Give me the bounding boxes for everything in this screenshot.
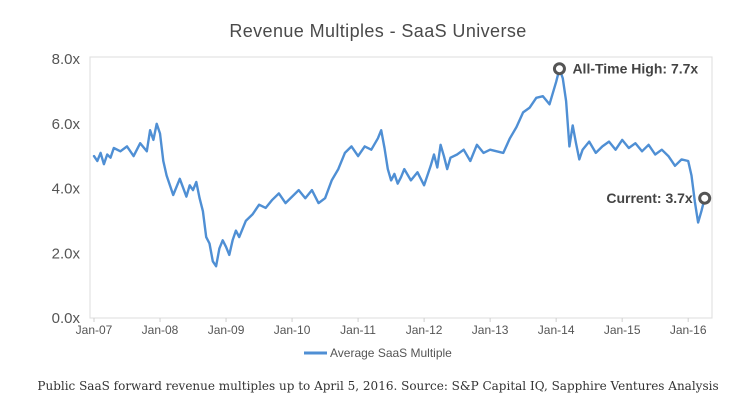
annotations: All-Time High: 7.7x Current: 3.7x bbox=[552, 61, 712, 206]
series-layer bbox=[92, 67, 706, 268]
x-tick-label: Jan-13 bbox=[472, 323, 509, 337]
y-tick-label: 6.0x bbox=[52, 116, 81, 133]
legend: Average SaaS Multiple bbox=[304, 346, 452, 360]
x-tick-label: Jan-10 bbox=[274, 323, 311, 337]
x-tick-label: Jan-16 bbox=[670, 323, 707, 337]
all-time-high-marker bbox=[552, 62, 566, 76]
series-line-average-saas-multiple bbox=[92, 67, 706, 268]
x-axis-ticks: Jan-07 Jan-08 Jan-09 Jan-10 Jan-11 Jan-12 Jan-… bbox=[76, 318, 707, 337]
y-tick-label: 8.0x bbox=[52, 51, 81, 68]
x-tick-label: Jan-15 bbox=[604, 323, 641, 337]
x-tick-label: Jan-14 bbox=[538, 323, 575, 337]
y-tick-label: 4.0x bbox=[52, 181, 81, 198]
all-time-high-label: All-Time High: 7.7x bbox=[572, 61, 698, 77]
y-tick-label: 0.0x bbox=[52, 310, 81, 327]
line-chart: Revenue Multiples - SaaS Universe 0.0x 2.… bbox=[52, 21, 713, 360]
x-tick-label: Jan-12 bbox=[406, 323, 443, 337]
legend-label: Average SaaS Multiple bbox=[330, 346, 452, 360]
chart-title: Revenue Multiples - SaaS Universe bbox=[229, 21, 526, 41]
x-tick-label: Jan-08 bbox=[142, 323, 179, 337]
x-tick-label: Jan-07 bbox=[76, 323, 113, 337]
y-axis-ticks: 0.0x 2.0x 4.0x 6.0x 8.0x bbox=[52, 51, 81, 327]
y-tick-label: 2.0x bbox=[52, 245, 81, 262]
current-label: Current: 3.7x bbox=[606, 190, 693, 206]
current-marker bbox=[698, 191, 712, 205]
x-tick-label: Jan-09 bbox=[208, 323, 245, 337]
x-tick-label: Jan-11 bbox=[340, 323, 376, 337]
figure-caption: Public SaaS forward revenue multiples up… bbox=[37, 379, 719, 393]
plot-area bbox=[89, 56, 713, 319]
